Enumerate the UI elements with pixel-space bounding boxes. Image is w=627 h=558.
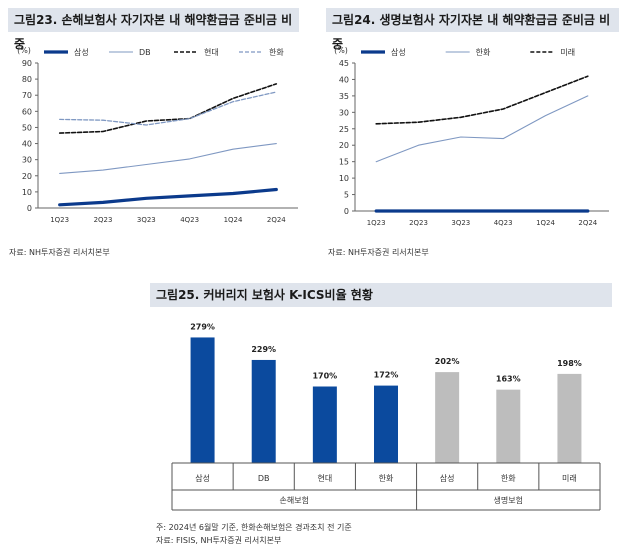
chart23-plot: (%) 0 10 20 30 40 50 60 70 80 90 1Q23 2Q23 3Q23 4Q23 1Q… [17,46,298,224]
chart24-plot: (%) 0 5 10 15 20 25 30 35 40 45 1Q23 2Q23 3Q23 4Q23 1Q2… [334,46,609,227]
chart23-y-tick-label: 50 [22,123,32,132]
chart24-y-tick-label: 0 [344,207,349,216]
chart23-x-tick-label: 4Q23 [180,216,199,224]
chart24-y-tick-label: 20 [339,141,349,150]
chart25-group-label: 생명보험 [494,495,523,505]
chart25-category-label: 삼성 [195,473,210,483]
chart25-data-label: 202% [435,357,460,366]
chart25-data-label: 170% [312,372,337,381]
chart23-series-line [59,91,277,126]
chart23-series-line [59,143,277,174]
chart25-bar [374,385,398,463]
chart24-legend-label: 한화 [476,48,491,57]
chart25-source: 자료: FISIS, NH투자증권 리서치본부 [156,536,282,545]
chart23-y-tick-label: 0 [27,204,32,213]
chart25-category-label: 삼성 [440,473,455,483]
chart23-x-tick-label: 1Q24 [224,216,243,224]
chart24-y-tick-label: 25 [339,125,349,134]
chart23-title: 그림23. 손해보험사 자기자본 내 해약환급금 준비금 비중 [8,8,299,51]
chart25-data-label: 198% [557,359,582,368]
chart24-x-tick-label: 2Q23 [409,219,428,227]
chart24-y-label: (%) [334,46,348,55]
chart24-y-tick-label: 10 [339,174,349,183]
chart25-data-label: 279% [190,322,215,331]
chart23-y-tick-label: 10 [22,188,32,197]
chart25-bar [496,389,521,463]
chart23-y-tick-label: 60 [22,107,32,116]
chart24-y-tick-label: 5 [344,191,349,200]
chart25-note: 주: 2024년 6월말 기준, 한화손해보험은 경과조치 전 기준 [156,523,352,532]
chart23-y-tick-label: 80 [22,75,32,84]
chart24-y-tick-label: 45 [339,59,349,68]
chart23-y-label: (%) [17,46,31,55]
chart25-category-label: 한화 [501,474,516,483]
chart23-y-tick-label: 90 [22,59,32,68]
chart25-bar [435,372,460,463]
chart24-x-tick-label: 3Q23 [451,219,470,227]
chart25-bar [190,337,215,463]
chart23-y-tick-label: 30 [22,156,32,165]
chart23-source: 자료: NH투자증권 리서치본부 [9,248,110,257]
chart23-y-tick-label: 40 [22,140,32,149]
chart24-legend-label: 미래 [560,48,575,57]
chart23-y-tick-label: 20 [22,172,32,181]
chart23-legend-label: 현대 [204,48,219,57]
chart24-x-tick-label: 2Q24 [578,219,597,227]
chart23-legend-label: 삼성 [74,47,89,57]
chart25-data-label: 163% [496,375,521,384]
chart24-y-tick-label: 15 [339,158,349,167]
chart25-plot: 279% 229% 170% 172% 202% 163% 198% 삼성 DB 현대 한화 삼성 한화… [171,322,601,511]
chart24-x-tick-label: 1Q23 [367,219,386,227]
chart25-bar [312,386,337,463]
chart23-x-tick-label: 3Q23 [137,216,156,224]
chart25-bar [557,373,582,463]
chart24-y-tick-label: 35 [339,92,349,101]
chart25-category-label: 미래 [562,474,577,483]
chart25-bar [251,359,276,463]
chart25-category-label: DB [258,474,270,483]
chart24-y-tick-label: 30 [339,108,349,117]
chart25-data-label: 172% [374,371,399,380]
chart24-y-tick-label: 40 [339,75,349,84]
chart24-legend-label: 삼성 [391,47,406,57]
chart23-series-line [58,83,278,134]
chart25-category-label: 한화 [379,474,394,483]
chart23-x-tick-label: 1Q23 [50,216,69,224]
chart24-title: 그림24. 생명보험사 자기자본 내 해약환급금 준비금 비중 [326,8,619,51]
chart25-group-label: 손해보험 [280,495,309,505]
chart25-category-label: 현대 [317,474,332,483]
chart24-source: 자료: NH투자증권 리서치본부 [328,248,429,257]
chart24-x-tick-label: 1Q24 [536,219,555,227]
chart24-x-tick-label: 4Q23 [494,219,513,227]
chart24-series-line [375,75,589,125]
chart23-legend-label: 한화 [269,48,284,57]
chart23-x-tick-label: 2Q24 [267,216,286,224]
chart24-series-line [375,95,589,163]
chart23-series-line [58,187,278,207]
chart25-data-label: 229% [251,345,276,354]
chart23-legend-label: DB [139,48,151,57]
chart23-x-tick-label: 2Q23 [94,216,113,224]
chart25-title: 그림25. 커버리지 보험사 K-ICS비율 현황 [150,283,612,307]
chart23-y-tick-label: 70 [22,91,32,100]
